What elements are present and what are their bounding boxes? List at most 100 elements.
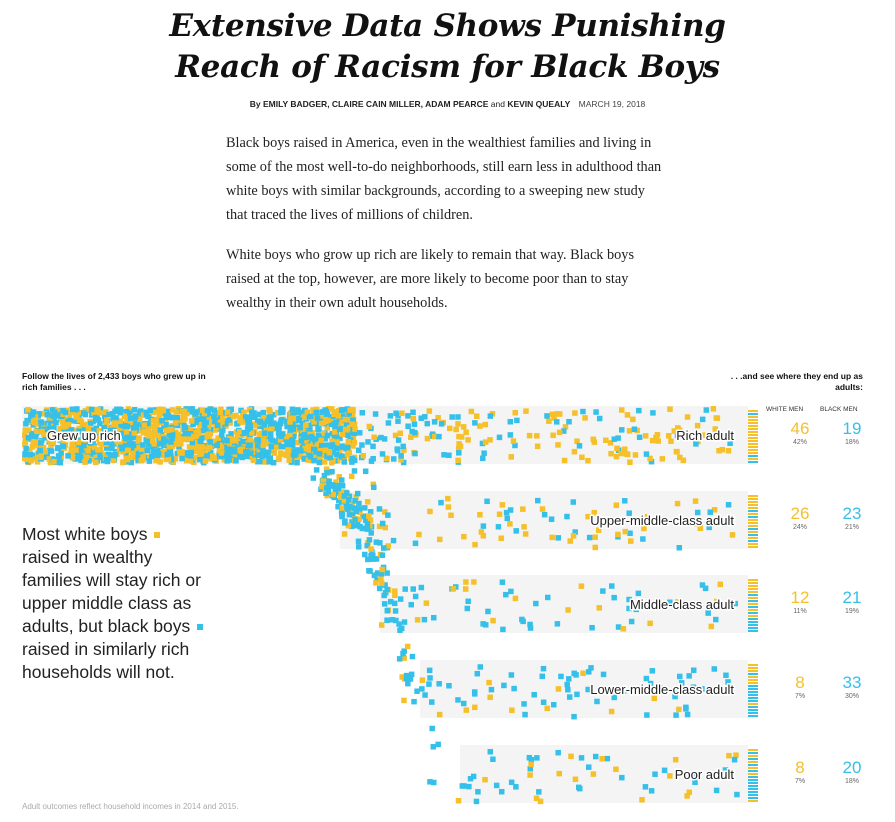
boy-dot <box>400 650 406 657</box>
boy-dot <box>705 610 711 616</box>
boy-dot <box>349 459 355 465</box>
boy-dot <box>102 430 108 437</box>
boy-dot <box>102 451 108 458</box>
boy-dot <box>121 413 128 420</box>
boy-dot <box>187 430 194 437</box>
boy-dot <box>693 441 699 447</box>
boy-dot <box>339 483 346 489</box>
boy-dot <box>355 447 362 454</box>
boy-dot <box>674 500 681 507</box>
boy-dot <box>555 442 561 448</box>
boy-dot <box>245 442 252 448</box>
boy-dot <box>676 673 683 680</box>
white-men-percent: 42% <box>792 439 807 446</box>
boy-dot <box>169 407 176 413</box>
boy-dot <box>715 435 722 442</box>
boy-dot <box>387 413 394 419</box>
boy-dot <box>288 425 294 432</box>
boy-dot <box>157 447 164 454</box>
boy-dot <box>414 617 421 623</box>
boy-dot <box>535 497 541 504</box>
boy-dot <box>317 447 324 454</box>
boy-dot <box>411 698 417 705</box>
outcome-bar-stripe <box>748 676 758 678</box>
boy-dot <box>120 459 127 465</box>
outcome-band <box>460 745 748 803</box>
boy-dot <box>247 433 253 440</box>
boy-dot <box>35 454 41 461</box>
boy-dot <box>359 409 366 416</box>
boy-dot <box>41 411 48 417</box>
boy-dot <box>546 418 552 424</box>
boy-dot <box>131 434 138 441</box>
boy-dot <box>211 413 217 419</box>
boy-dot <box>339 431 346 438</box>
boy-dot <box>512 595 519 602</box>
boy-dot <box>263 427 270 434</box>
boy-dot <box>346 511 353 518</box>
boy-dot <box>199 444 206 450</box>
boy-dot <box>626 428 633 434</box>
boy-dot <box>603 437 609 444</box>
boy-dot <box>276 442 282 448</box>
boy-dot <box>355 538 362 545</box>
outcome-bar-stripe <box>748 794 758 796</box>
boy-dot <box>206 431 212 437</box>
boy-dot <box>472 541 478 548</box>
black-men-count: 23 <box>842 504 862 523</box>
boy-dot <box>78 451 85 458</box>
boy-dot <box>472 704 478 711</box>
boy-dot <box>294 447 301 453</box>
boy-dot <box>331 434 338 440</box>
boy-dot <box>427 675 433 681</box>
boy-dot <box>371 572 378 579</box>
boy-dot <box>297 424 303 431</box>
outcome-bar-stripe <box>748 624 758 626</box>
boy-dot <box>316 459 323 466</box>
boy-dot <box>98 432 105 439</box>
outcome-bar-stripe <box>748 800 758 802</box>
boy-dot <box>277 420 284 427</box>
boy-dot <box>633 606 639 613</box>
boy-dot <box>621 688 627 694</box>
boy-dot <box>226 412 232 418</box>
boy-dot <box>683 704 689 711</box>
boy-dot <box>278 433 284 440</box>
boy-dot <box>39 444 45 450</box>
boy-dot <box>188 453 194 459</box>
boy-dot <box>465 437 471 443</box>
byline-last-author[interactable]: KEVIN QUEALY <box>507 99 571 109</box>
boy-dot <box>284 423 290 430</box>
boy-dot <box>466 783 472 790</box>
boy-dot <box>416 531 422 538</box>
boy-dot <box>487 413 494 419</box>
boy-dot <box>26 427 32 433</box>
boy-dot <box>668 438 674 445</box>
boy-dot <box>245 425 252 432</box>
boy-dot <box>261 437 267 444</box>
boy-dot <box>182 430 189 437</box>
boy-dot <box>135 457 141 464</box>
boy-dot <box>642 433 649 439</box>
boy-dot <box>73 447 79 453</box>
headline-line-1: Extensive Data Shows Punishing <box>169 8 726 44</box>
boy-dot <box>619 427 625 433</box>
boy-dot <box>64 418 70 425</box>
boy-dot <box>112 429 119 436</box>
boy-dot <box>85 406 92 412</box>
boy-dot <box>462 586 469 592</box>
boy-dot <box>149 453 155 460</box>
boy-dot <box>156 441 163 447</box>
boy-dot <box>376 523 383 530</box>
boy-dot <box>61 428 67 434</box>
boy-dot <box>353 508 360 515</box>
boy-dot <box>528 757 535 763</box>
boy-dot <box>723 672 729 679</box>
boy-dot <box>353 522 359 529</box>
white-men-count: 26 <box>790 504 810 523</box>
boy-dot <box>366 513 372 519</box>
boy-dot <box>423 600 430 606</box>
boy-dot <box>267 422 274 428</box>
byline-authors[interactable]: EMILY BADGER, CLAIRE CAIN MILLER, ADAM P… <box>262 99 489 109</box>
boy-dot <box>344 444 351 451</box>
